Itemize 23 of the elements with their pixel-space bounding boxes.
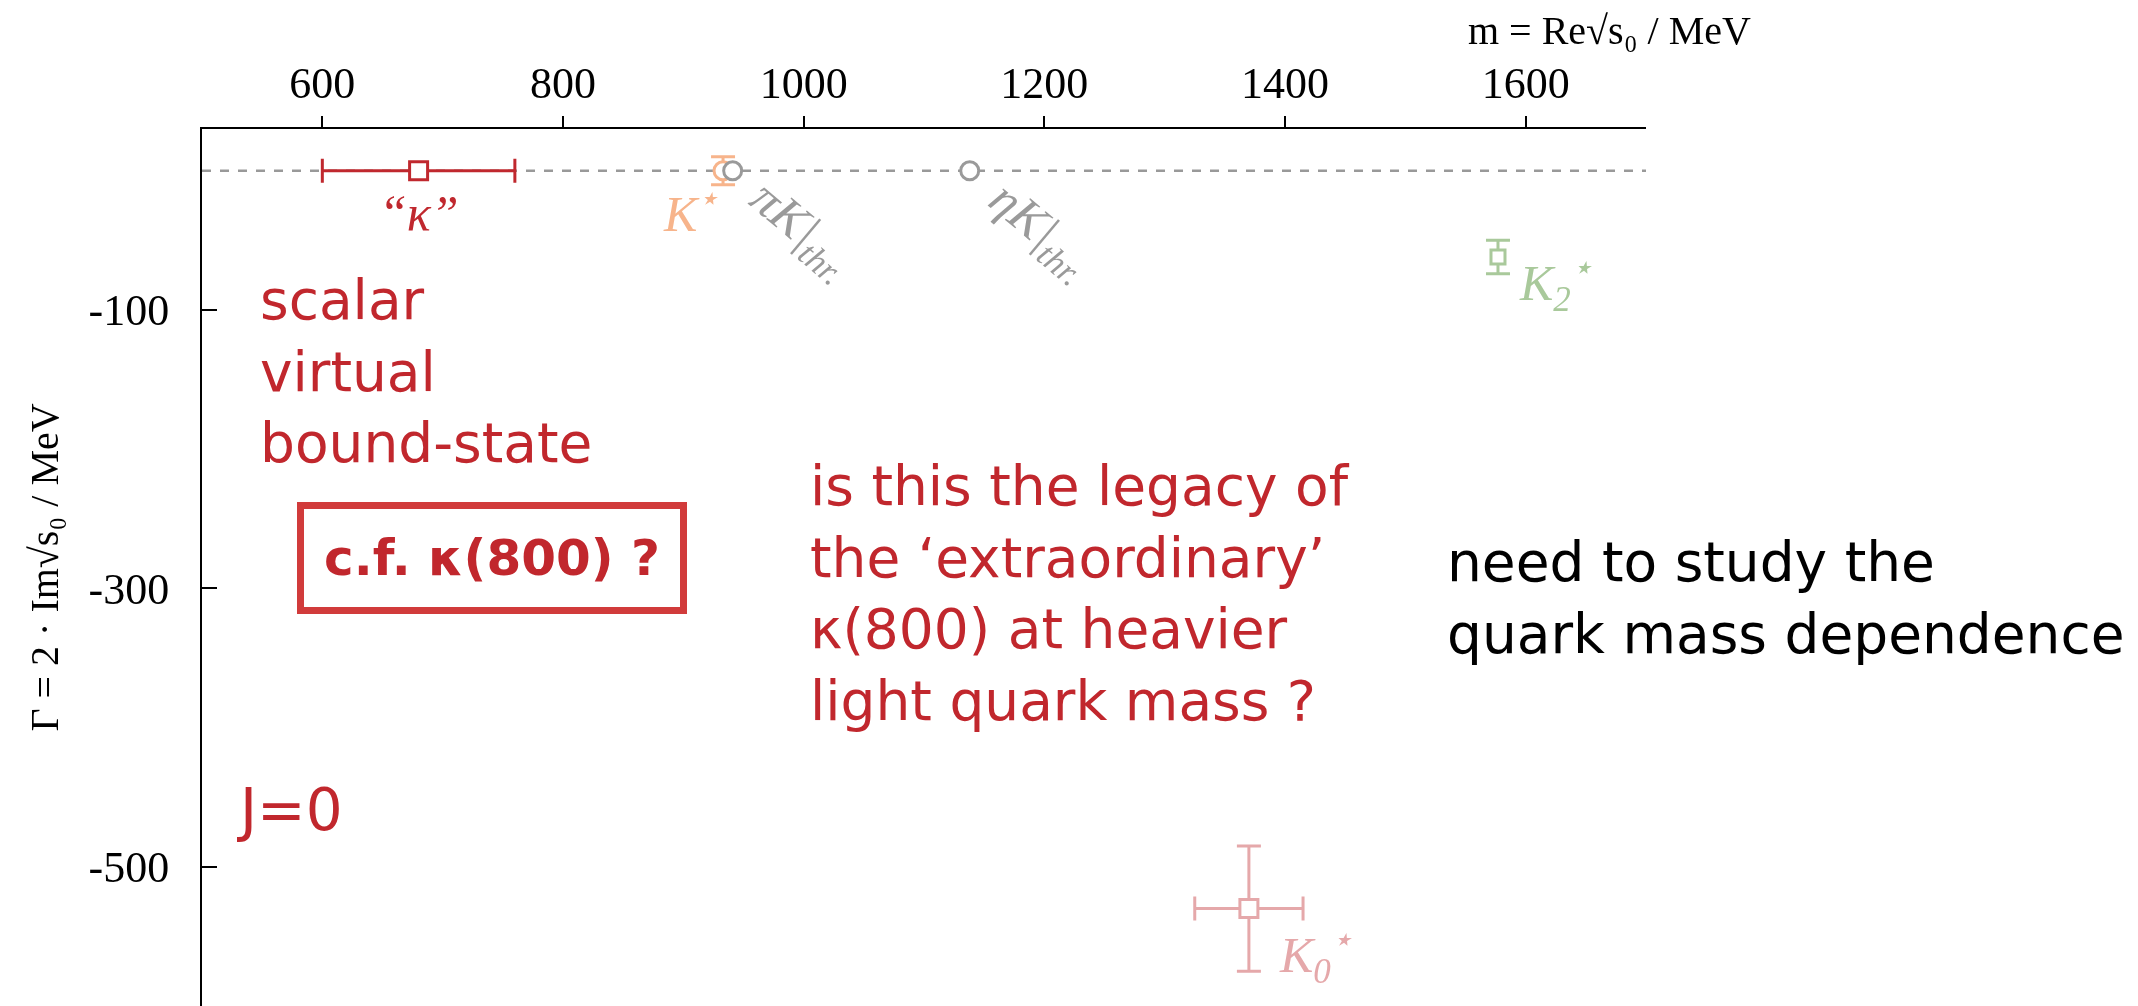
y-tick-label: -300 — [88, 564, 170, 614]
x-tick-label: 800 — [530, 59, 596, 109]
annotation: c.f. κ(800) ? — [324, 529, 661, 587]
point — [1489, 248, 1507, 266]
series-label: “κ” — [379, 185, 459, 241]
annotation: is this the legacy of the ‘extraordinary’ κ(800) at heavier light quark mass ? — [810, 454, 1350, 733]
y-tick-label: -500 — [88, 843, 170, 893]
annotation: J=0 — [237, 776, 343, 844]
y-tick-label: -100 — [88, 286, 170, 336]
annotation: scalar virtual bound-state — [260, 268, 593, 475]
y-axis-title: Γ = 2 · Im√s₀ / MeV — [21, 403, 67, 732]
point — [408, 160, 430, 182]
x-tick-label: 1200 — [1000, 59, 1089, 109]
x-tick-label: 600 — [289, 59, 356, 109]
annotation: need to study the quark mass dependence — [1447, 530, 2125, 666]
point — [722, 160, 744, 182]
series-label: K$^{⋆}$ — [663, 179, 720, 242]
x-tick-label: 1000 — [759, 59, 848, 109]
x-tick-label: 1400 — [1241, 59, 1329, 109]
point — [1238, 898, 1260, 920]
point — [959, 160, 981, 182]
x-axis-title: m = Re√s₀ / MeV — [1468, 8, 1751, 53]
x-tick-label: 1600 — [1481, 59, 1570, 109]
